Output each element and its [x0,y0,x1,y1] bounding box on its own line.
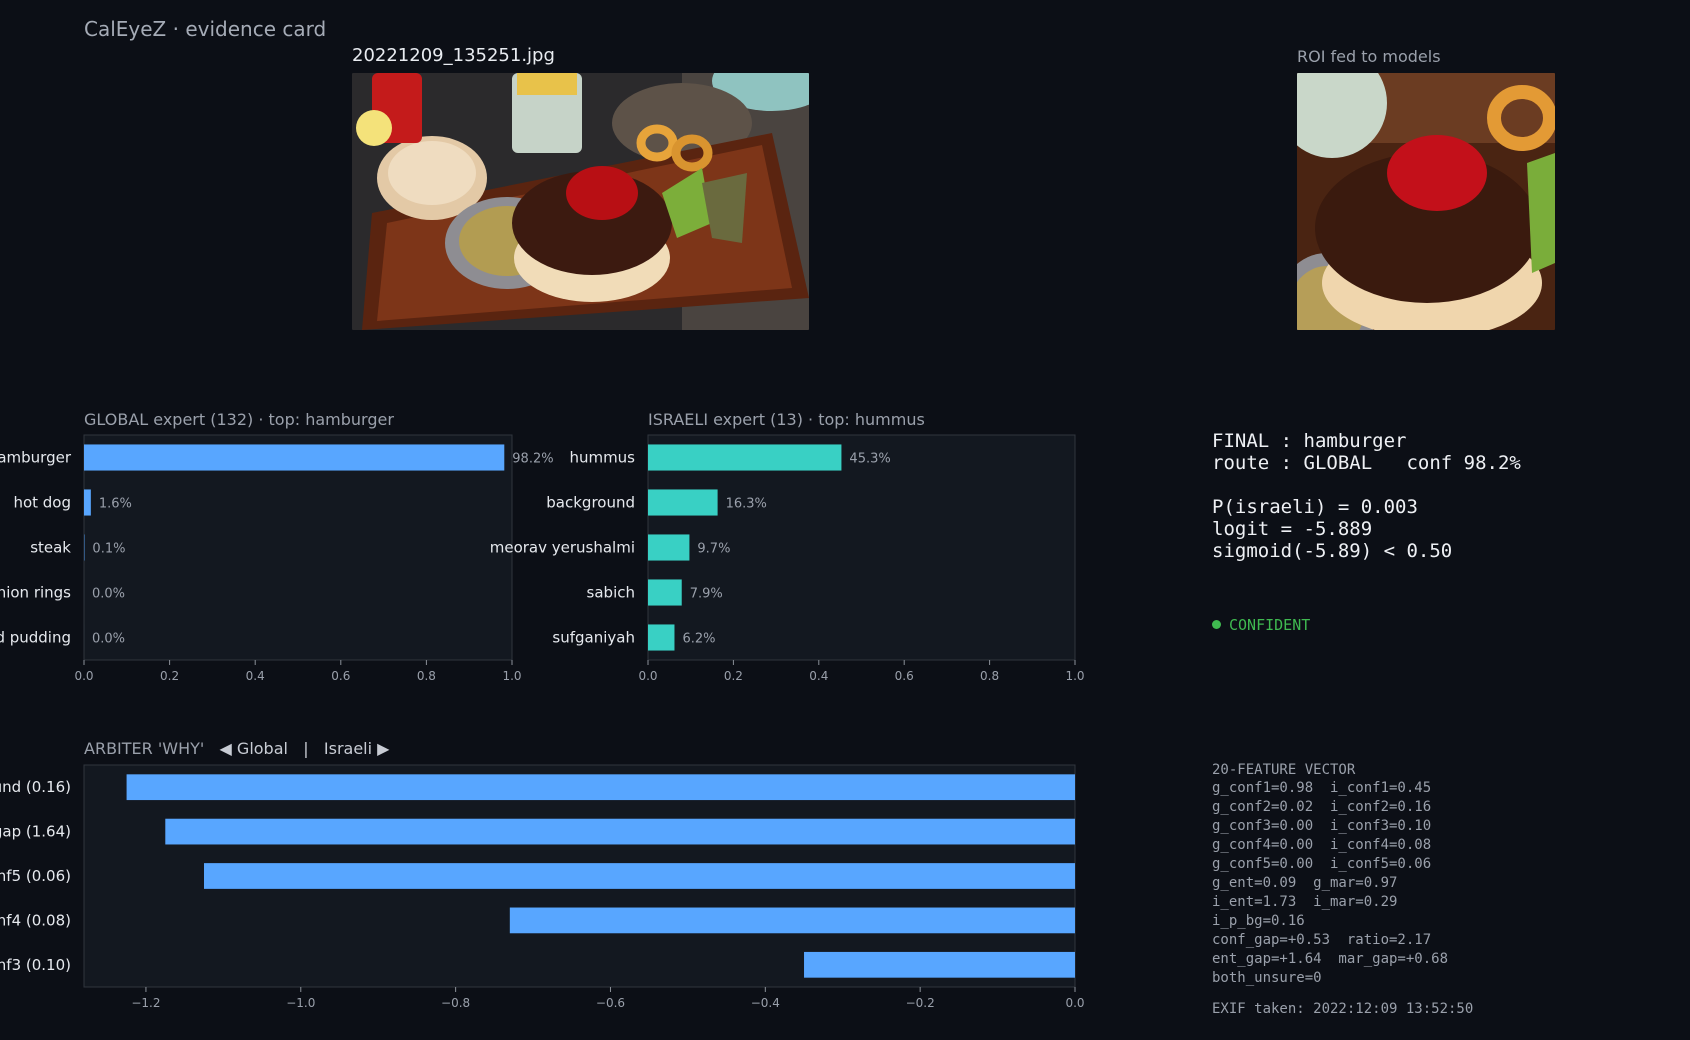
category-label: und (0.16) [0,778,71,796]
value-label: 9.7% [697,542,730,557]
x-tick-label: 0.0 [74,669,93,683]
feature-vector-line: g_ent=0.09 g_mar=0.97 [1212,875,1398,891]
food-photo-illustration [352,73,809,330]
value-label: 6.2% [682,632,715,647]
x-tick-label: −0.8 [441,996,470,1010]
final-label: FINAL : hamburger [1212,430,1407,452]
x-tick-label: 0.4 [246,669,265,683]
confidence-status: CONFIDENT [1212,616,1310,634]
x-tick-label: 0.6 [895,669,914,683]
x-tick-label: 0.4 [809,669,828,683]
feature-vector-line: i_ent=1.73 i_mar=0.29 [1212,894,1398,910]
feature-vector-line: i_p_bg=0.16 [1212,913,1305,929]
value-label: 45.3% [849,452,890,467]
value-label: 98.2% [512,452,553,467]
x-tick-label: 1.0 [1065,669,1084,683]
category-label: hot dog [13,494,71,512]
x-tick-label: 0.2 [724,669,743,683]
category-label: background [546,494,635,512]
x-tick-label: −0.2 [906,996,935,1010]
category-label: nion rings [0,584,71,602]
category-label: gap (1.64) [0,823,71,841]
category-label: sufganiyah [552,629,635,647]
x-tick-label: 0.2 [160,669,179,683]
category-label: steak [30,539,71,557]
x-tick-label: 0.8 [980,669,999,683]
feature-vector-line: g_conf1=0.98 i_conf1=0.45 [1212,780,1432,796]
bar-arbiter-1 [165,818,1075,845]
category-label: onf4 (0.08) [0,911,71,929]
sigmoid-label: sigmoid(-5.89) < 0.50 [1212,540,1453,562]
category-label: amburger [0,449,72,467]
category-label: hummus [569,449,635,467]
value-label: 16.3% [726,497,767,512]
feature-vector-line: both_unsure=0 [1212,970,1322,986]
arbiter-title: ARBITER 'WHY' ◀ Global | Israeli ▶ [84,739,389,758]
x-tick-label: −0.4 [751,996,780,1010]
status-dot-icon [1212,620,1221,629]
plot-area [647,434,1076,661]
decision-summary: FINAL : hamburger route : GLOBAL conf 98.… [1212,430,1521,562]
x-tick-label: −0.6 [596,996,625,1010]
x-tick-label: 1.0 [502,669,521,683]
roi-photo [1297,73,1555,330]
feature-vector-line: conf_gap=+0.53 ratio=2.17 [1212,932,1432,948]
global-expert-title: GLOBAL expert (132) · top: hamburger [84,410,394,429]
arbiter-israeli-option: Israeli ▶ [323,739,390,758]
bar-arbiter-3 [509,907,1075,934]
category-label: d pudding [0,629,71,647]
bar-israeli-0 [648,444,842,471]
bar-global-0 [84,444,505,471]
bar-israeli-2 [648,534,690,561]
arbiter-separator: | [303,739,309,758]
p-israeli-label: P(israeli) = 0.003 [1212,496,1418,518]
value-label: 0.0% [92,587,125,602]
x-tick-label: 0.0 [638,669,657,683]
feature-vector-line: g_conf3=0.00 i_conf3=0.10 [1212,818,1432,834]
bar-arbiter-0 [126,774,1075,801]
photo-filename: 20221209_135251.jpg [352,45,555,66]
x-tick-label: 0.6 [331,669,350,683]
feature-vector-line: ent_gap=+1.64 mar_gap=+0.68 [1212,951,1449,967]
route-label: route : GLOBAL conf 98.2% [1212,452,1521,474]
category-label: sabich [587,584,635,602]
status-label: CONFIDENT [1229,616,1311,634]
category-label: onf3 (0.10) [0,956,71,974]
food-photo [352,73,809,330]
plot-area [83,434,513,661]
x-tick-label: 0.0 [1065,996,1084,1010]
app-title: CalEyeZ · evidence card [84,17,327,41]
category-label: meorav yerushalmi [490,539,635,557]
feature-vector-line: g_conf5=0.00 i_conf5=0.06 [1212,856,1432,872]
bar-israeli-1 [648,489,718,516]
x-tick-label: −1.0 [286,996,315,1010]
feature-vector-list: g_conf1=0.98 i_conf1=0.45 g_conf2=0.02 i_… [1212,779,1448,988]
bar-arbiter-2 [204,863,1075,889]
category-label: onf5 (0.06) [0,867,71,885]
value-label: 0.1% [92,542,125,557]
roi-photo-illustration [1297,73,1555,330]
roi-caption: ROI fed to models [1297,47,1441,66]
feature-vector-line: g_conf4=0.00 i_conf4=0.08 [1212,837,1432,853]
arbiter-title-prefix: ARBITER 'WHY' [84,739,205,758]
arbiter-global-option: ◀ Global [219,739,288,758]
logit-label: logit = -5.889 [1212,518,1373,540]
bar-israeli-4 [648,624,675,651]
feature-vector-line: g_conf2=0.02 i_conf2=0.16 [1212,799,1432,815]
x-tick-label: −1.2 [131,996,160,1010]
israeli-expert-title: ISRAELI expert (13) · top: hummus [648,410,925,429]
bar-israeli-3 [648,579,682,606]
x-tick-label: 0.8 [417,669,436,683]
exif-timestamp: EXIF taken: 2022:12:09 13:52:50 [1212,1001,1474,1017]
bar-arbiter-4 [804,951,1075,978]
feature-vector-title: 20-FEATURE VECTOR [1212,762,1356,778]
bar-global-1 [84,489,91,516]
value-label: 0.0% [92,632,125,647]
value-label: 7.9% [690,587,723,602]
value-label: 1.6% [99,497,132,512]
